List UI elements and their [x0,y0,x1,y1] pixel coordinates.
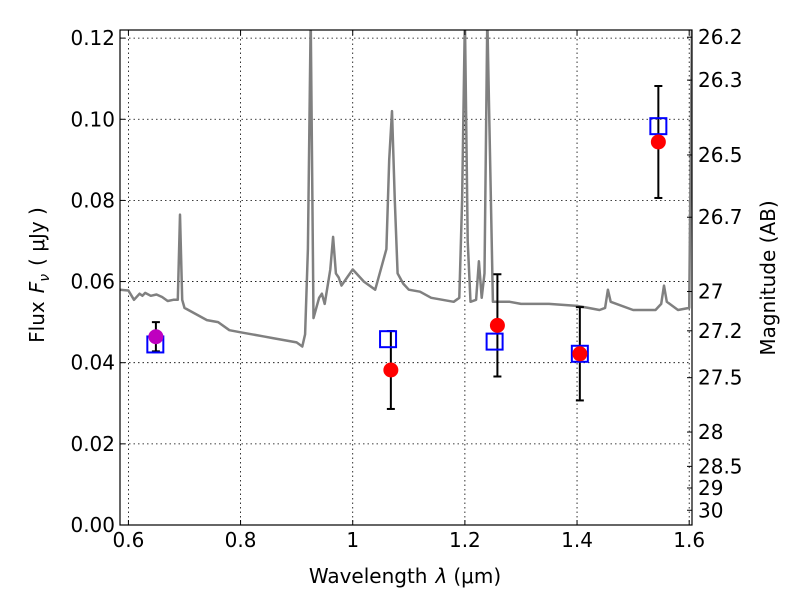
y-axis-label: Flux Fν ( μJy ) [25,207,53,343]
x-tick-label: 1.4 [561,528,593,552]
x-axis-label-symbol: λ [435,564,448,588]
template-spectrum-line [120,30,692,348]
y-tick-label: 0.08 [70,188,115,212]
axis-ticks [120,30,692,526]
y-tick-label: 0.12 [70,26,115,50]
y-axis-label-text: Flux [25,301,49,343]
observed-points [148,134,666,378]
tick-labels: 0.6 0.8 1 1.2 1.4 1.6 0.00 0.02 0.04 0.06 0.08 0.10… [70,25,742,552]
y-axis-label-symbol: F [25,281,49,293]
x-axis-label-text: Wavelength [309,564,428,588]
x-tick-label: 1.2 [449,528,481,552]
y-axis-label-unit: ( μJy ) [25,207,49,266]
y-tick-label: 0.00 [70,513,115,537]
right-tick-label: 26.2 [698,25,743,49]
right-tick-label: 29 [698,476,723,500]
observed-point [572,346,588,362]
observed-point [383,362,399,378]
x-tick-label: 0.6 [113,528,145,552]
x-axis-label: Wavelength λ (μm) [309,564,501,588]
right-tick-label: 26.3 [698,68,743,92]
template-spectrum [120,30,692,348]
right-tick-label: 28.5 [698,454,743,478]
x-tick-label: 1.6 [673,528,705,552]
right-tick-label: 28 [698,420,723,444]
y-tick-label: 0.04 [70,351,115,375]
right-tick-label: 30 [698,498,723,522]
plot-frame [119,29,693,526]
y-axis-label-subscript: ν [37,274,53,282]
y-tick-label: 0.02 [70,432,115,456]
model-square-point [379,330,398,349]
model-square-point [649,117,668,136]
x-axis-label-unit: (μm) [453,564,501,588]
observed-point [489,317,505,333]
right-tick-label: 26.7 [698,205,743,229]
right-tick-label: 27 [698,280,723,304]
error-bars [151,84,663,410]
observed-point [650,134,666,150]
model-squares [146,117,668,363]
model-square-point [570,344,589,363]
model-square-point [485,332,504,351]
x-tick-label: 0.8 [225,528,257,552]
y-tick-label: 0.06 [70,270,115,294]
x-tick-label: 1 [346,528,359,552]
right-axis-label: Magnitude (AB) [756,200,780,355]
right-tick-label: 27.2 [698,319,743,343]
overlap-point [148,329,164,345]
grid-lines [120,30,692,525]
right-tick-label: 27.5 [698,366,743,390]
right-tick-label: 26.5 [698,143,743,167]
y-tick-label: 0.10 [70,107,115,131]
